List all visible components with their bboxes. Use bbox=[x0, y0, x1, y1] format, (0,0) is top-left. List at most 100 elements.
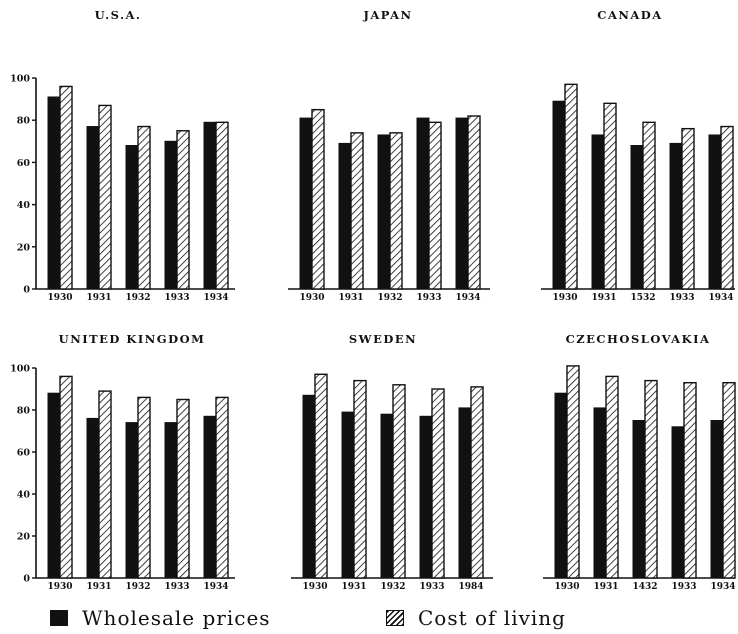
bar-wholesale-prices bbox=[554, 392, 568, 579]
y-tick-label: 100 bbox=[10, 364, 30, 375]
legend-swatch-cost bbox=[386, 610, 404, 626]
x-tick-label: 1932 bbox=[380, 582, 405, 592]
y-tick-label: 100 bbox=[10, 74, 30, 85]
bar-wholesale-prices bbox=[125, 422, 139, 579]
bar-wholesale-prices bbox=[669, 142, 683, 290]
bar-wholesale-prices bbox=[338, 142, 352, 290]
bar-cost-of-living bbox=[215, 121, 229, 290]
bar-wholesale-prices bbox=[164, 422, 178, 579]
bar-cost-of-living bbox=[176, 398, 190, 579]
legend-label-cost: Cost of living bbox=[418, 606, 566, 630]
x-tick-label: 1984 bbox=[458, 582, 483, 592]
bar-cost-of-living bbox=[470, 386, 484, 579]
y-tick-label: 80 bbox=[17, 116, 31, 127]
bar-wholesale-prices bbox=[125, 145, 139, 290]
x-tick-label: 1932 bbox=[125, 293, 150, 303]
bar-wholesale-prices bbox=[632, 420, 646, 579]
x-tick-label: 1930 bbox=[47, 582, 72, 592]
x-tick-label: 1933 bbox=[416, 293, 441, 303]
y-tick-label: 80 bbox=[17, 406, 31, 417]
legend-label-wholesale: Wholesale prices bbox=[82, 606, 271, 630]
x-tick-label: 1930 bbox=[47, 293, 72, 303]
x-tick-label: 1930 bbox=[302, 582, 327, 592]
bar-wholesale-prices bbox=[164, 140, 178, 290]
bar-wholesale-prices bbox=[203, 415, 217, 579]
x-tick-label: 1933 bbox=[419, 582, 444, 592]
panel-title: UNITED KINGDOM bbox=[59, 332, 206, 346]
bar-cost-of-living bbox=[137, 396, 151, 579]
bar-cost-of-living bbox=[431, 388, 445, 579]
bar-cost-of-living bbox=[683, 382, 697, 579]
bar-wholesale-prices bbox=[299, 117, 313, 290]
bar-cost-of-living bbox=[566, 365, 580, 579]
bar-wholesale-prices bbox=[593, 407, 607, 579]
y-tick-label: 60 bbox=[17, 448, 31, 459]
x-tick-label: 1931 bbox=[341, 582, 366, 592]
x-tick-label: 1934 bbox=[203, 582, 228, 592]
x-tick-label: 1932 bbox=[377, 293, 402, 303]
bar-wholesale-prices bbox=[203, 121, 217, 290]
bar-wholesale-prices bbox=[47, 392, 61, 579]
y-tick-label: 20 bbox=[17, 242, 31, 253]
legend-item-cost: Cost of living bbox=[386, 606, 566, 630]
bar-cost-of-living bbox=[350, 132, 364, 290]
bar-wholesale-prices bbox=[630, 145, 644, 290]
legend-swatch-wholesale bbox=[50, 610, 68, 626]
panel-title: SWEDEN bbox=[349, 332, 417, 346]
x-tick-label: 1933 bbox=[164, 293, 189, 303]
bar-cost-of-living bbox=[642, 121, 656, 290]
x-tick-label: 1933 bbox=[671, 582, 696, 592]
x-tick-label: 1933 bbox=[164, 582, 189, 592]
x-tick-label: 1931 bbox=[593, 582, 618, 592]
bar-wholesale-prices bbox=[341, 411, 355, 579]
bar-cost-of-living bbox=[392, 384, 406, 579]
panel-title: U.S.A. bbox=[95, 8, 142, 22]
bar-cost-of-living bbox=[603, 102, 617, 290]
bar-cost-of-living bbox=[353, 379, 367, 579]
x-tick-label: 1930 bbox=[552, 293, 577, 303]
x-tick-label: 1933 bbox=[669, 293, 694, 303]
bar-cost-of-living bbox=[98, 390, 112, 579]
bar-cost-of-living bbox=[428, 121, 442, 290]
x-tick-label: 1934 bbox=[710, 582, 735, 592]
y-tick-label: 0 bbox=[23, 285, 30, 296]
y-tick-label: 40 bbox=[17, 200, 31, 211]
bar-wholesale-prices bbox=[380, 413, 394, 579]
y-tick-label: 40 bbox=[17, 490, 31, 501]
x-tick-label: 1931 bbox=[338, 293, 363, 303]
bar-cost-of-living bbox=[314, 373, 328, 579]
y-tick-label: 20 bbox=[17, 532, 31, 543]
x-tick-label: 1934 bbox=[708, 293, 733, 303]
bar-cost-of-living bbox=[564, 83, 578, 290]
y-tick-label: 60 bbox=[17, 158, 31, 169]
chart-legend: Wholesale prices Cost of living bbox=[0, 606, 738, 632]
y-tick-label: 0 bbox=[23, 574, 30, 585]
bar-cost-of-living bbox=[137, 125, 151, 290]
bar-wholesale-prices bbox=[419, 415, 433, 579]
bar-cost-of-living bbox=[605, 375, 619, 579]
bar-wholesale-prices bbox=[302, 394, 316, 579]
bar-cost-of-living bbox=[644, 379, 658, 579]
bar-cost-of-living bbox=[215, 396, 229, 579]
bar-cost-of-living bbox=[720, 125, 734, 290]
legend-item-wholesale: Wholesale prices bbox=[50, 606, 271, 630]
panel-title: CANADA bbox=[597, 8, 662, 22]
bar-wholesale-prices bbox=[377, 134, 391, 290]
x-tick-label: 1532 bbox=[630, 293, 655, 303]
bar-cost-of-living bbox=[681, 127, 695, 290]
bar-wholesale-prices bbox=[86, 417, 100, 579]
bar-wholesale-prices bbox=[86, 126, 100, 290]
bar-wholesale-prices bbox=[458, 407, 472, 579]
bar-cost-of-living bbox=[389, 132, 403, 290]
bar-wholesale-prices bbox=[591, 134, 605, 290]
panel-title: CZECHOSLOVAKIA bbox=[566, 332, 711, 346]
bar-wholesale-prices bbox=[552, 100, 566, 290]
bar-cost-of-living bbox=[467, 115, 481, 290]
x-tick-label: 1934 bbox=[455, 293, 480, 303]
bar-wholesale-prices bbox=[710, 420, 724, 579]
bar-wholesale-prices bbox=[671, 426, 685, 579]
x-tick-label: 1930 bbox=[299, 293, 324, 303]
bar-cost-of-living bbox=[98, 104, 112, 290]
x-tick-label: 1934 bbox=[203, 293, 228, 303]
